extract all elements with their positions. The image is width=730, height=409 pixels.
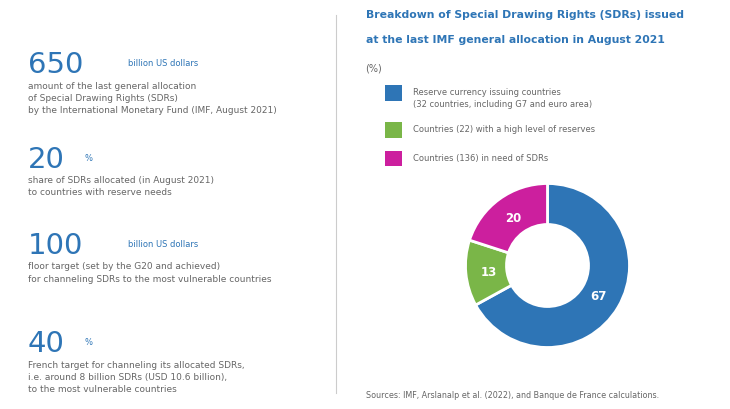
Text: amount of the last general allocation
of Special Drawing Rights (SDRs)
by the In: amount of the last general allocation of… <box>28 82 277 115</box>
Text: 13: 13 <box>480 265 497 278</box>
Text: %: % <box>84 337 92 346</box>
Wedge shape <box>476 184 629 348</box>
Text: Countries (22) with a high level of reserves: Countries (22) with a high level of rese… <box>413 125 595 134</box>
Wedge shape <box>466 240 512 305</box>
Wedge shape <box>469 184 548 253</box>
Text: Sources: IMF, Arslanalp et al. (2022), and Banque de France calculations.: Sources: IMF, Arslanalp et al. (2022), a… <box>366 390 658 399</box>
Text: Reserve currency issuing countries
(32 countries, including G7 and euro area): Reserve currency issuing countries (32 c… <box>413 88 592 108</box>
Text: billion US dollars: billion US dollars <box>128 239 198 248</box>
Text: floor target (set by the G20 and achieved)
for channeling SDRs to the most vulne: floor target (set by the G20 and achieve… <box>28 262 272 283</box>
Text: (%): (%) <box>366 63 383 73</box>
Text: 20: 20 <box>504 212 521 225</box>
Text: at the last IMF general allocation in August 2021: at the last IMF general allocation in Au… <box>366 35 664 45</box>
Bar <box>385 123 402 138</box>
Text: 67: 67 <box>590 289 607 302</box>
Text: 20: 20 <box>28 145 65 173</box>
Text: 100: 100 <box>28 231 83 259</box>
Bar <box>385 151 402 167</box>
Text: billion US dollars: billion US dollars <box>128 59 198 68</box>
Text: French target for channeling its allocated SDRs,
i.e. around 8 billion SDRs (USD: French target for channeling its allocat… <box>28 360 245 393</box>
Text: Countries (136) in need of SDRs: Countries (136) in need of SDRs <box>413 153 548 162</box>
Text: 40: 40 <box>28 329 65 357</box>
Text: 650: 650 <box>28 51 83 79</box>
Text: Breakdown of Special Drawing Rights (SDRs) issued: Breakdown of Special Drawing Rights (SDR… <box>366 10 683 20</box>
Text: %: % <box>84 153 92 162</box>
Bar <box>385 86 402 101</box>
Text: share of SDRs allocated (in August 2021)
to countries with reserve needs: share of SDRs allocated (in August 2021)… <box>28 176 214 197</box>
